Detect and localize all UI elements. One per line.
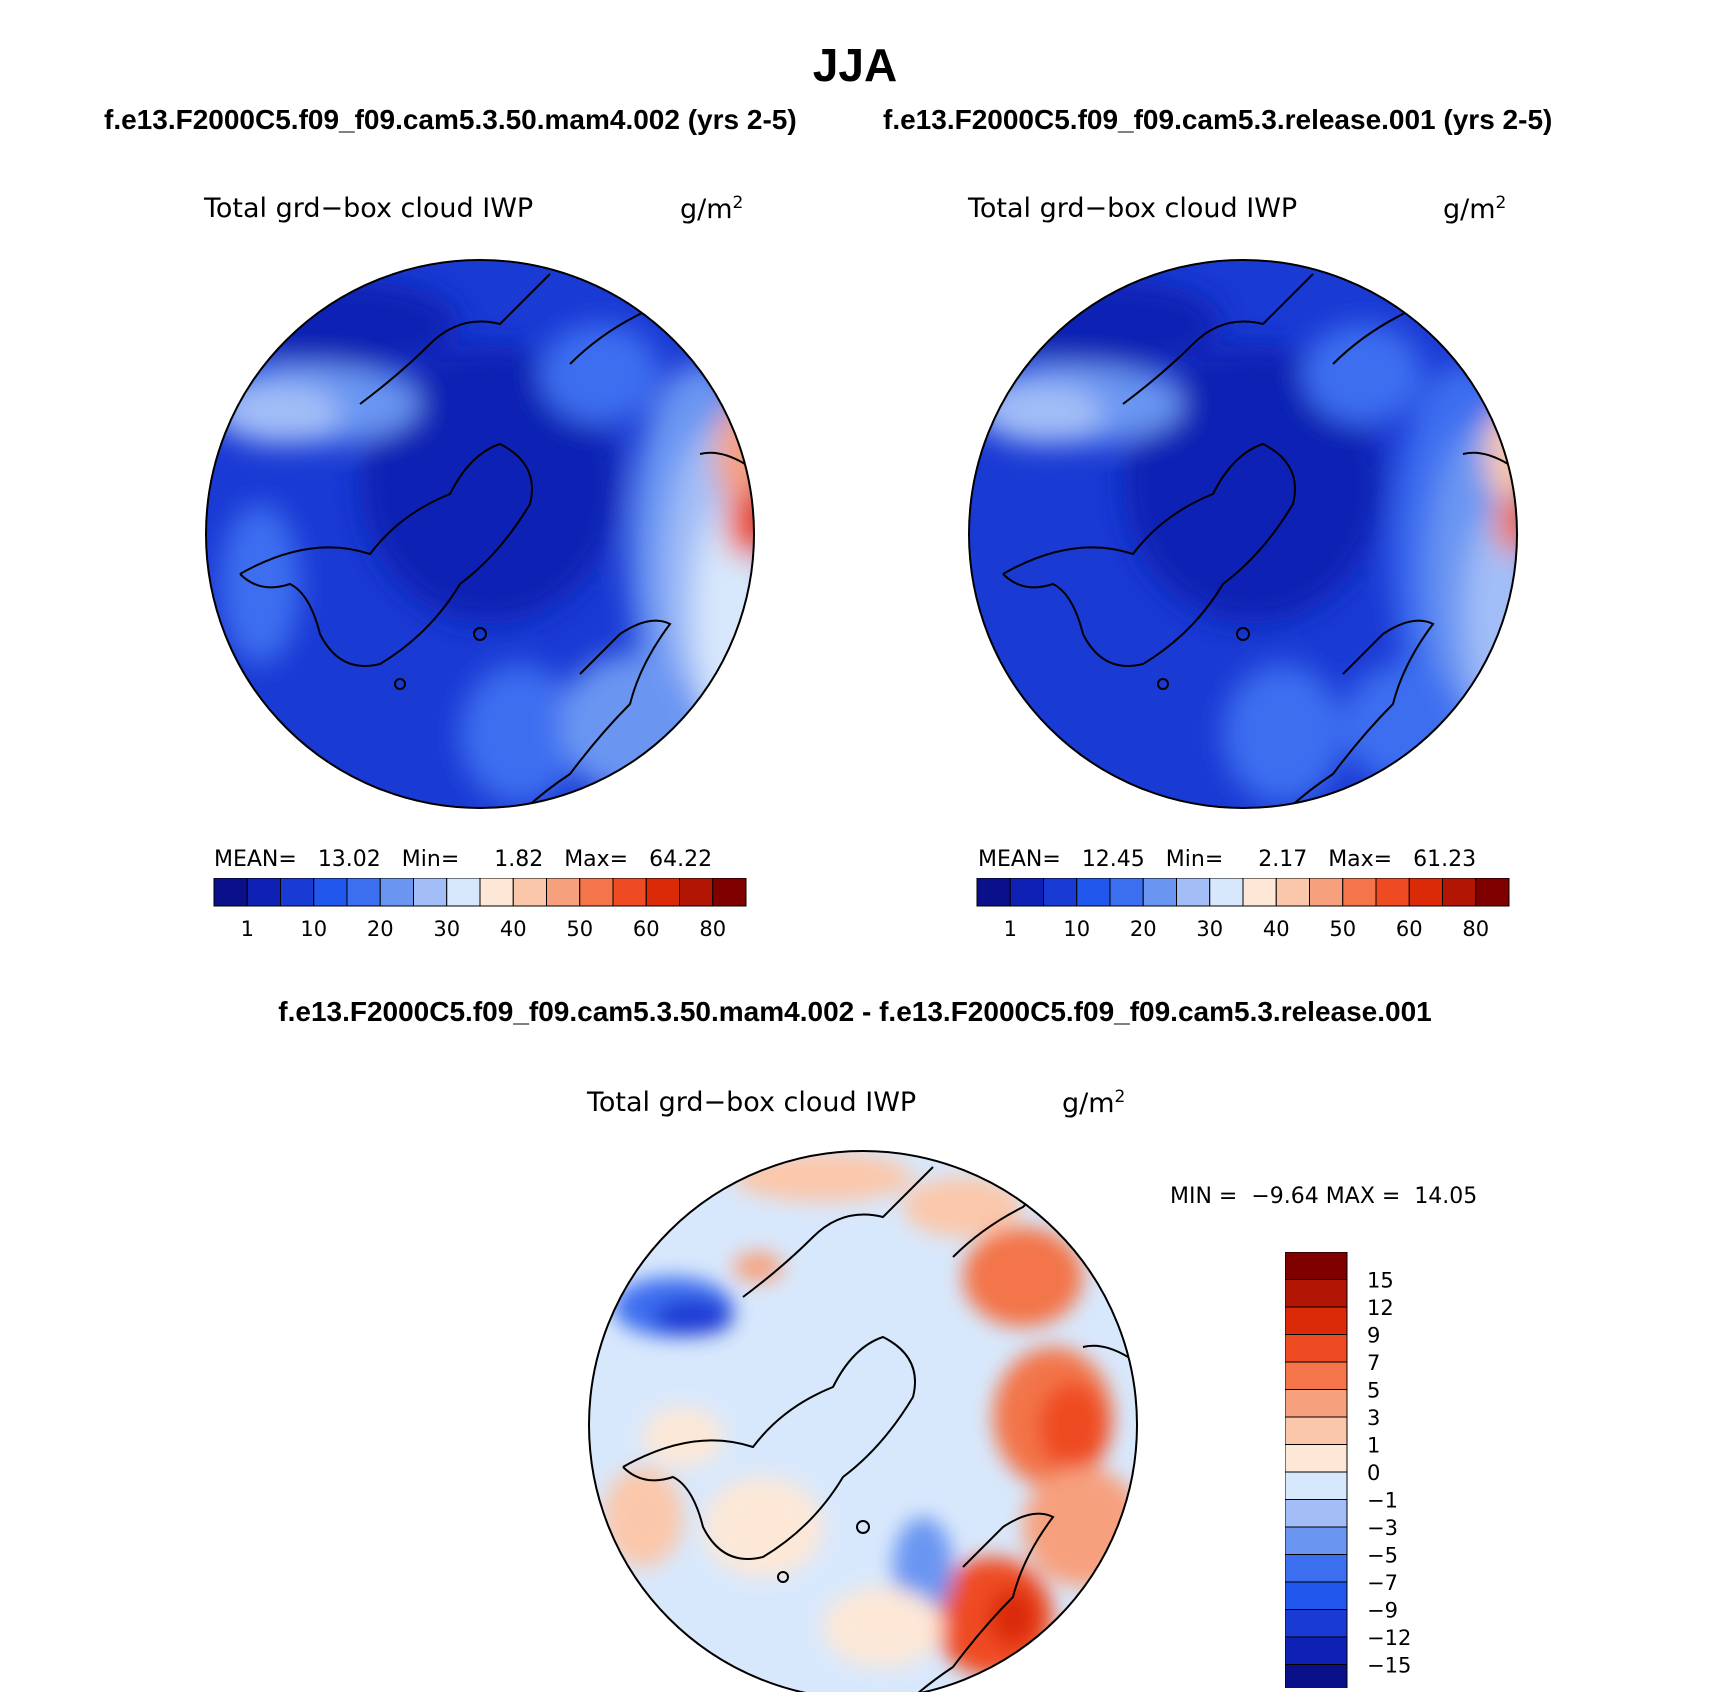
- left-colorbar-swatch: [213, 878, 248, 907]
- left-colorbar-swatch: [246, 878, 281, 907]
- diff-colorbar-swatch: [1285, 1306, 1348, 1335]
- right-colorbar-swatch: [1109, 878, 1144, 907]
- left-colorbar-swatch: [612, 878, 647, 907]
- left-colorbar-swatch: [712, 878, 747, 907]
- diff-colorbar-swatch: [1285, 1499, 1348, 1528]
- right-colorbar-swatch: [1342, 878, 1377, 907]
- diff-colorbar-tick-label: −9: [1367, 1599, 1398, 1623]
- left-colorbar-tick-label: 80: [699, 917, 726, 941]
- diff-colorbar-tick-label: 3: [1367, 1406, 1380, 1430]
- diff-colorbar-tick-label: 5: [1367, 1379, 1380, 1403]
- right-stats: MEAN= 12.45 Min= 2.17 Max= 61.23: [978, 847, 1477, 872]
- left-colorbar-tick-label: 50: [566, 917, 593, 941]
- diff-stats: MIN = −9.64 MAX = 14.05: [1170, 1184, 1478, 1209]
- right-colorbar-swatch: [1475, 878, 1510, 907]
- diff-colorbar-tick-label: 0: [1367, 1461, 1380, 1485]
- diff-colorbar-swatch: [1285, 1581, 1348, 1610]
- diff-colorbar: 15 12 9 7 5 3 1 0 −1 −3 −5 −7 −9 −12 −15: [1285, 1252, 1411, 1688]
- diff-colorbar-swatch: [1285, 1389, 1348, 1418]
- diff-colorbar-swatch: [1285, 1526, 1348, 1555]
- left-colorbar-swatch: [379, 878, 414, 907]
- left-colorbar-tick-label: 30: [433, 917, 460, 941]
- diff-units-label: g/m2: [1062, 1087, 1126, 1119]
- right-polar-map: [968, 259, 1518, 809]
- left-colorbar-swatch: [413, 878, 448, 907]
- diff-colorbar-tick-label: 12: [1367, 1296, 1394, 1320]
- right-colorbar-swatch: [1275, 878, 1310, 907]
- diff-colorbar-tick-label: −15: [1367, 1654, 1411, 1678]
- diff-colorbar-swatch: [1285, 1279, 1348, 1308]
- diff-colorbar-tick-label: 15: [1367, 1269, 1394, 1293]
- right-colorbar-tick-label: 10: [1063, 917, 1090, 941]
- diff-colorbar-tick-label: −5: [1367, 1544, 1398, 1568]
- diff-colorbar-swatch: [1285, 1334, 1348, 1363]
- left-colorbar-tick-label: 60: [633, 917, 660, 941]
- diff-colorbar-tick-label: −12: [1367, 1626, 1411, 1650]
- left-colorbar-swatch: [546, 878, 581, 907]
- diff-colorbar-swatch: [1285, 1636, 1348, 1665]
- diff-colorbar-swatch: [1285, 1609, 1348, 1638]
- diff-colorbar-tick-label: 7: [1367, 1351, 1380, 1375]
- diff-colorbar-swatch: [1285, 1252, 1348, 1280]
- left-stats: MEAN= 13.02 Min= 1.82 Max= 64.22: [214, 847, 713, 872]
- right-colorbar-swatch: [1009, 878, 1044, 907]
- left-colorbar-swatch: [346, 878, 381, 907]
- right-colorbar-tick-label: 80: [1462, 917, 1489, 941]
- right-colorbar-tick-label: 30: [1196, 917, 1223, 941]
- diff-colorbar-tick-label: 1: [1367, 1434, 1380, 1458]
- left-colorbar-swatch: [313, 878, 348, 907]
- right-colorbar-swatch: [1076, 878, 1111, 907]
- diff-colorbar-swatch: [1285, 1416, 1348, 1445]
- diff-colorbar-swatch: [1285, 1361, 1348, 1390]
- diff-colorbar-tick-label: −3: [1367, 1516, 1398, 1540]
- left-colorbar: 1 10 20 30 40 50 60 80: [213, 878, 747, 941]
- left-colorbar-swatch: [479, 878, 514, 907]
- left-colorbar-swatch: [579, 878, 614, 907]
- diff-variable-label: Total grd−box cloud IWP: [587, 1087, 917, 1118]
- right-colorbar-tick-label: 50: [1329, 917, 1356, 941]
- right-colorbar-tick-label: 60: [1396, 917, 1423, 941]
- difference-polar-map: [588, 1150, 1138, 1692]
- left-colorbar-swatch: [645, 878, 680, 907]
- right-variable-label: Total grd−box cloud IWP: [968, 193, 1298, 224]
- right-colorbar-swatch: [1442, 878, 1477, 907]
- left-colorbar-swatch: [446, 878, 481, 907]
- left-colorbar-swatch: [679, 878, 714, 907]
- left-colorbar-tick-label: 40: [500, 917, 527, 941]
- left-polar-map: [205, 259, 755, 809]
- right-colorbar-swatch: [1176, 878, 1211, 907]
- left-colorbar-tick-label: 10: [300, 917, 327, 941]
- right-units-label: g/m2: [1443, 193, 1507, 225]
- left-case-title: f.e13.F2000C5.f09_f09.cam5.3.50.mam4.002…: [104, 104, 797, 135]
- diff-colorbar-swatch: [1285, 1554, 1348, 1583]
- diff-colorbar-tick-label: −1: [1367, 1489, 1398, 1513]
- left-variable-label: Total grd−box cloud IWP: [204, 193, 534, 224]
- left-colorbar-tick-label: 1: [241, 917, 254, 941]
- left-colorbar-swatch: [280, 878, 315, 907]
- right-colorbar-swatch: [976, 878, 1011, 907]
- main-title: JJA: [812, 39, 898, 91]
- left-colorbar-tick-label: 20: [367, 917, 394, 941]
- right-colorbar-swatch: [1242, 878, 1277, 907]
- right-colorbar-swatch: [1375, 878, 1410, 907]
- right-colorbar-swatch: [1043, 878, 1078, 907]
- diff-colorbar-swatch: [1285, 1664, 1348, 1688]
- right-colorbar-swatch: [1309, 878, 1344, 907]
- right-colorbar-tick-label: 1: [1004, 917, 1017, 941]
- diff-colorbar-tick-label: 9: [1367, 1324, 1380, 1348]
- right-colorbar-swatch: [1142, 878, 1177, 907]
- diff-colorbar-tick-label: −7: [1367, 1571, 1398, 1595]
- difference-title: f.e13.F2000C5.f09_f09.cam5.3.50.mam4.002…: [278, 996, 1432, 1027]
- right-case-title: f.e13.F2000C5.f09_f09.cam5.3.release.001…: [883, 104, 1553, 135]
- right-colorbar-tick-label: 40: [1263, 917, 1290, 941]
- right-colorbar: 1 10 20 30 40 50 60 80: [976, 878, 1510, 941]
- right-colorbar-swatch: [1209, 878, 1244, 907]
- right-colorbar-swatch: [1408, 878, 1443, 907]
- left-colorbar-swatch: [512, 878, 547, 907]
- left-units-label: g/m2: [680, 193, 744, 225]
- diff-colorbar-swatch: [1285, 1444, 1348, 1473]
- right-colorbar-tick-label: 20: [1130, 917, 1157, 941]
- diff-colorbar-swatch: [1285, 1471, 1348, 1500]
